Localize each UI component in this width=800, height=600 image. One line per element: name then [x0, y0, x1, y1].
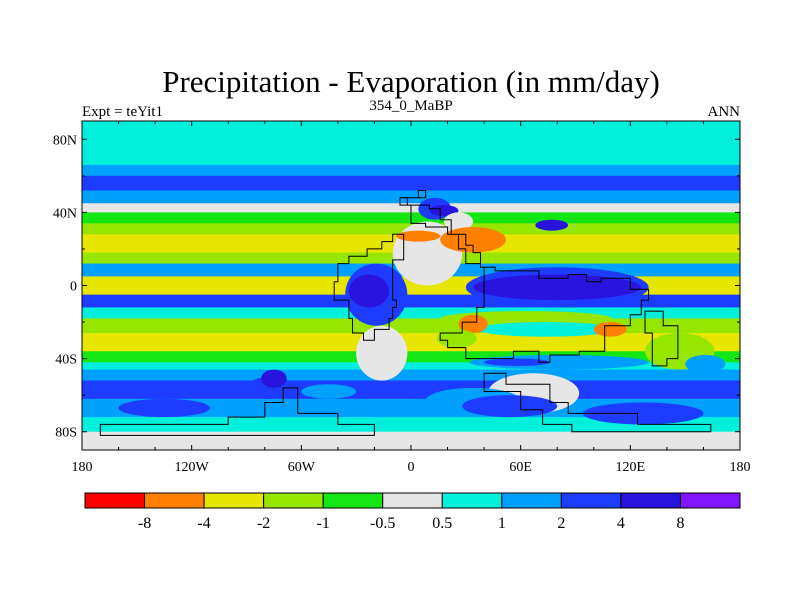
colorbar-box-3	[263, 492, 324, 509]
land-outline-0	[399, 197, 650, 363]
colorbar-label-1: -4	[197, 515, 210, 532]
land-outline-2	[403, 190, 427, 199]
land-outline-5	[644, 310, 679, 367]
subtitle-center: 354_0_MaBP	[369, 98, 452, 114]
subtitle-left: Expt = teYit1	[82, 104, 163, 120]
regional-feature-7	[348, 274, 390, 308]
regional-feature-23	[484, 358, 550, 366]
regional-feature-10	[301, 384, 357, 399]
colorbar-box-9	[620, 492, 681, 509]
land-outlines-layer	[99, 190, 712, 436]
colorbar-box-6	[441, 492, 503, 509]
regional-feature-21	[436, 329, 477, 348]
zonal-band-17	[82, 369, 740, 382]
land-outline-4	[483, 372, 712, 433]
colorbar-label-5: 0.5	[432, 515, 452, 532]
colorbar-label-6: 1	[498, 515, 506, 532]
regional-features-layer	[118, 197, 726, 425]
zonal-band-0	[82, 121, 740, 166]
zonal-band-13	[82, 318, 740, 334]
y-tick-label-3: 40S	[55, 353, 77, 368]
x-tick-label-2: 60W	[288, 460, 316, 475]
y-axis: 80N 40N 0 40S 80S	[53, 133, 740, 441]
colorbar-label-0: -8	[138, 515, 151, 532]
x-tick-label-3: 0	[408, 460, 415, 475]
zonal-band-20	[82, 417, 740, 433]
regional-feature-22	[469, 354, 649, 370]
land-outline-1	[333, 233, 405, 341]
zonal-band-1	[82, 164, 740, 177]
land-outline-3	[99, 387, 375, 436]
colorbar-box-4	[322, 492, 384, 509]
regional-feature-2	[429, 205, 459, 217]
regional-feature-18	[476, 322, 616, 337]
chart-title: Precipitation - Evaporation (in mm/day)	[162, 64, 660, 99]
zonal-band-14	[82, 333, 740, 352]
y-tick-label-2: 0	[70, 280, 77, 295]
colorbar-label-9: 8	[676, 515, 684, 532]
colorbar: -8 -4 -2 -1 -0.5 0.5 1 2 4 8	[84, 492, 741, 532]
zonal-band-3	[82, 190, 740, 204]
regional-feature-4	[396, 230, 441, 242]
x-tick-label-4: 60E	[509, 460, 532, 475]
regional-feature-5	[440, 227, 507, 253]
plot-area	[82, 121, 740, 450]
regional-feature-19	[593, 322, 627, 337]
subtitle-right: ANN	[708, 104, 741, 120]
colorbar-label-2: -2	[257, 515, 270, 532]
zonal-band-16	[82, 362, 740, 371]
zonal-band-12	[82, 307, 740, 319]
colorbar-box-0	[84, 492, 146, 509]
x-axis: 180 120W 60W 0 60E 120E 180	[72, 121, 751, 475]
regional-feature-12	[261, 369, 287, 388]
x-tick-label-5: 120E	[616, 460, 646, 475]
colorbar-box-1	[144, 492, 205, 509]
x-tick-label-1: 120W	[175, 460, 210, 475]
colorbar-label-8: 4	[617, 515, 625, 532]
regional-feature-13	[118, 398, 210, 418]
regional-feature-27	[582, 402, 704, 425]
colorbar-box-5	[382, 492, 443, 509]
regional-feature-20	[458, 314, 488, 334]
colorbar-label-3: -1	[317, 515, 330, 532]
colorbar-label-4: -0.5	[370, 515, 395, 532]
zonal-band-15	[82, 351, 740, 363]
colorbar-label-7: 2	[557, 515, 565, 532]
colorbar-box-10	[679, 492, 741, 509]
regional-feature-30	[535, 219, 569, 231]
y-tick-label-1: 40N	[53, 206, 77, 221]
regional-feature-16	[586, 278, 631, 293]
zonal-band-21	[82, 431, 740, 450]
colorbar-box-7	[501, 492, 562, 509]
colorbar-box-2	[203, 492, 265, 509]
zonal-band-2	[82, 175, 740, 192]
regional-feature-29	[685, 354, 726, 374]
x-tick-label-0: 180	[72, 460, 93, 475]
y-tick-label-4: 80S	[55, 426, 77, 441]
regional-feature-9	[389, 384, 411, 396]
regional-feature-8	[356, 325, 408, 381]
y-tick-label-0: 80N	[53, 133, 77, 148]
colorbar-box-8	[560, 492, 622, 509]
zonal-band-18	[82, 380, 740, 400]
regional-feature-26	[462, 395, 558, 418]
x-tick-label-6: 180	[730, 460, 751, 475]
